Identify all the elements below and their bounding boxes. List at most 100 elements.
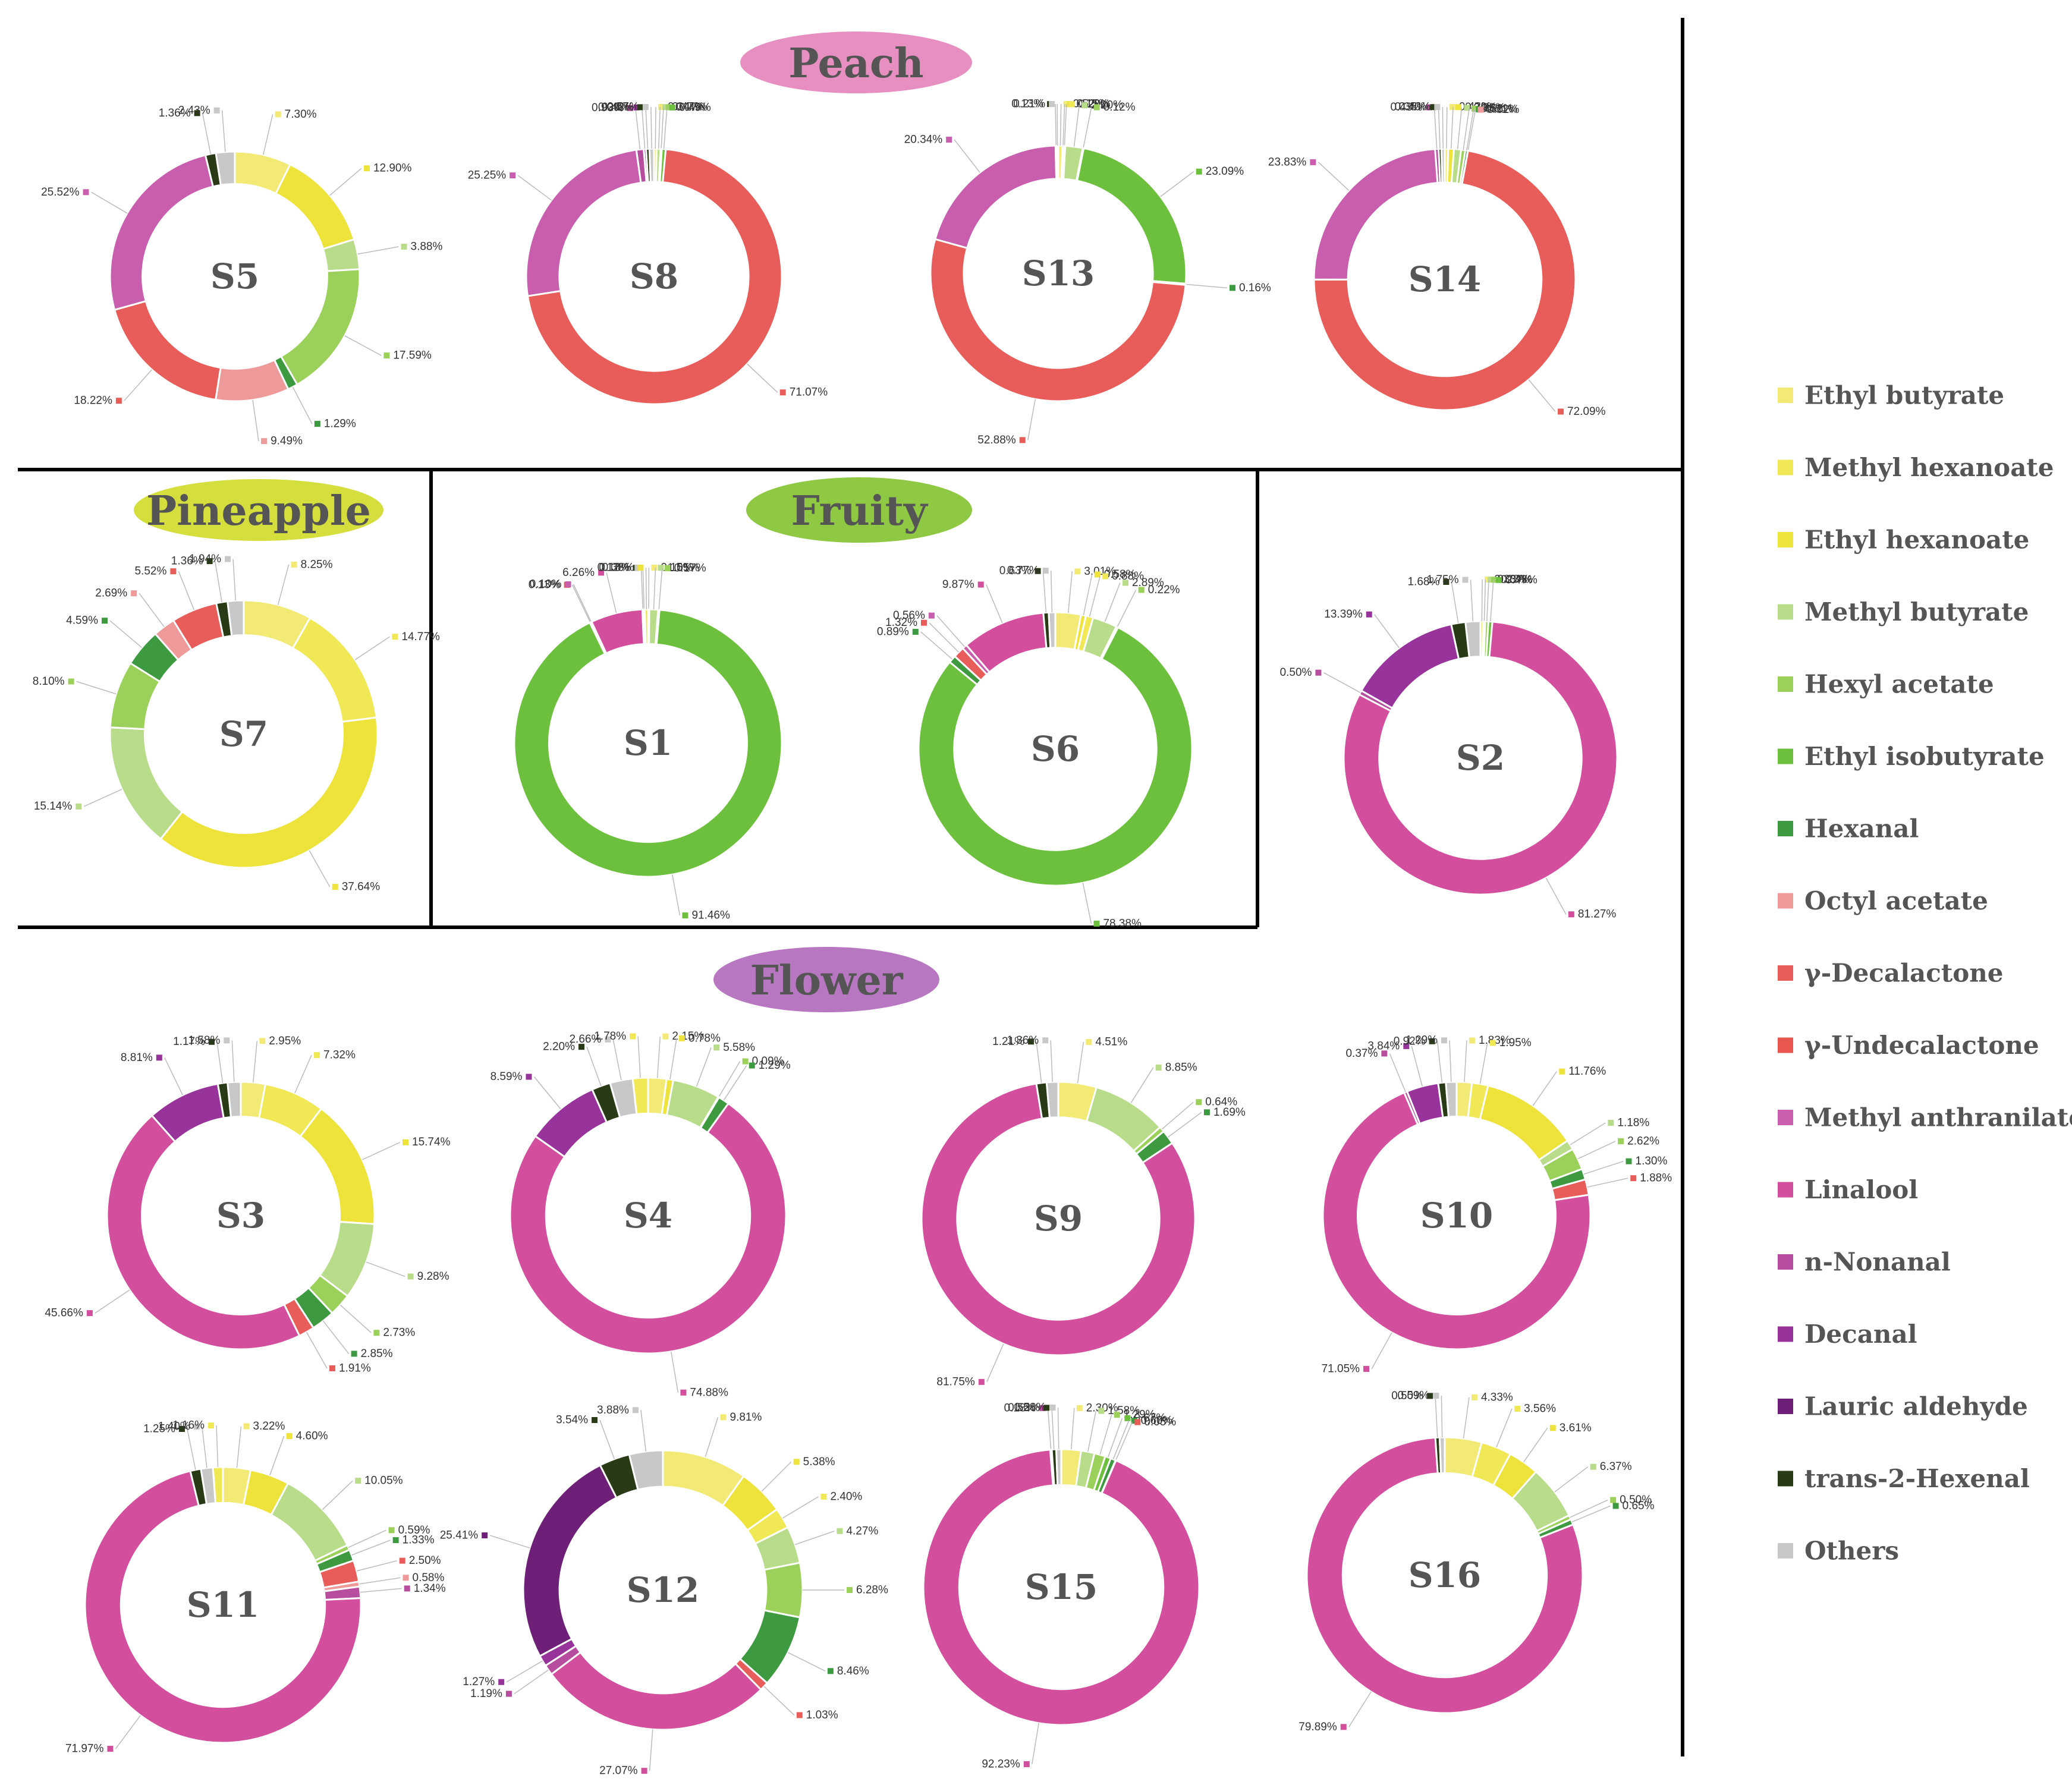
data-label: 2.66%: [569, 1033, 601, 1046]
legend-swatch: [1778, 604, 1793, 620]
leader-line: [109, 620, 142, 648]
slice-linalool: [1306, 1436, 1584, 1714]
leader-line: [277, 564, 290, 605]
label-marker: [630, 1033, 636, 1040]
legend-label: trans-2-Hexenal: [1804, 1464, 2030, 1493]
leader-line: [650, 107, 652, 149]
label-marker: [1449, 104, 1455, 111]
slice-methyl-butyrate: [109, 726, 184, 840]
data-label: 0.92%: [1394, 1035, 1426, 1047]
leader-line: [658, 568, 663, 610]
label-marker: [565, 581, 571, 587]
label-marker: [632, 1407, 639, 1413]
leader-line: [1099, 1414, 1112, 1455]
data-label: 79.89%: [1298, 1721, 1337, 1733]
data-label: 1.03%: [806, 1709, 838, 1721]
label-marker: [658, 104, 665, 111]
label-marker: [779, 389, 786, 396]
data-label: 0.56%: [893, 609, 925, 622]
slice-others: [1438, 1436, 1446, 1474]
label-marker: [1042, 1037, 1049, 1044]
data-label: 81.27%: [1578, 908, 1617, 921]
data-label: 2.89%: [1132, 577, 1164, 589]
label-marker: [578, 1044, 584, 1050]
leader-line: [642, 568, 645, 610]
data-label: 18.22%: [74, 395, 112, 407]
donut-title: S15: [1025, 1567, 1098, 1607]
data-label: 14.77%: [401, 631, 440, 643]
leader-line: [124, 369, 152, 401]
leader-line: [1073, 105, 1080, 147]
label-marker: [1433, 1393, 1439, 1399]
label-marker: [637, 104, 644, 111]
legend-swatch: [1778, 965, 1793, 981]
leader-line: [362, 1142, 401, 1160]
leader-line: [787, 1652, 826, 1671]
leader-line: [1496, 1408, 1513, 1448]
slice-others: [648, 147, 655, 183]
data-label: 1.30%: [1636, 1155, 1668, 1167]
label-marker: [401, 244, 407, 250]
label-marker: [1426, 104, 1432, 111]
slice-ethyl-hexanoate: [274, 163, 356, 250]
label-marker: [383, 352, 390, 359]
leader-line: [640, 568, 643, 610]
data-label: 7.30%: [285, 108, 317, 121]
legend-swatch: [1778, 1037, 1793, 1053]
data-label: 1.34%: [414, 1582, 446, 1595]
leader-line: [653, 568, 656, 610]
slice-others: [628, 1449, 664, 1491]
leader-line: [1490, 580, 1494, 622]
data-label: 17.59%: [393, 350, 432, 362]
data-label: 3.88%: [411, 241, 443, 253]
data-label: 1.69%: [1213, 1106, 1246, 1119]
label-marker: [355, 1478, 361, 1484]
leader-line: [723, 1065, 747, 1101]
data-label: 1.78%: [594, 1030, 626, 1043]
label-marker: [403, 1575, 409, 1581]
label-marker: [633, 104, 640, 111]
slice-others: [215, 150, 236, 187]
data-label: 72.09%: [1567, 405, 1606, 418]
data-label: 0.10%: [530, 578, 562, 590]
label-marker: [1429, 1038, 1435, 1044]
label-marker: [1469, 1037, 1475, 1044]
donut-s8: 0.34%0.47%0.17%0.49% 71.07% 25.25% 0.93%0.2…: [468, 101, 828, 405]
label-marker: [107, 1746, 114, 1752]
slice-gamma-decalactone: [113, 300, 222, 401]
label-marker: [658, 565, 664, 571]
leader-line: [1583, 1160, 1624, 1175]
leader-line: [1087, 1411, 1097, 1452]
label-marker: [669, 104, 675, 111]
slice-linalool: [922, 1449, 1200, 1726]
data-label: 2.69%: [95, 587, 127, 600]
group-label: Flower: [750, 957, 903, 1005]
label-marker: [1076, 1405, 1083, 1411]
data-label: 0.35%: [1395, 101, 1427, 114]
data-label: 1.21%: [992, 1035, 1024, 1048]
data-label: 23.09%: [1206, 165, 1244, 178]
legend-swatch: [1778, 1182, 1793, 1198]
label-marker: [404, 1585, 410, 1592]
label-marker: [946, 136, 952, 143]
slice-linalool: [1342, 621, 1618, 896]
leader-line: [164, 1057, 183, 1095]
data-label: 0.59%: [398, 1524, 430, 1537]
data-label: 1.25%: [143, 1423, 175, 1435]
legend-item-others: Others: [1778, 1537, 1899, 1566]
data-label: 9.87%: [942, 578, 974, 591]
label-marker: [1366, 611, 1372, 618]
leader-line: [649, 1729, 653, 1771]
legend-swatch: [1778, 1543, 1793, 1559]
label-marker: [978, 1378, 985, 1385]
leader-line: [357, 246, 399, 255]
slice-others: [1045, 1081, 1059, 1119]
label-marker: [1196, 1099, 1202, 1106]
data-label: 0.65%: [1623, 1500, 1655, 1512]
leader-line: [1168, 1112, 1202, 1138]
label-marker: [194, 110, 200, 117]
label-marker: [76, 803, 82, 810]
leader-line: [306, 1331, 328, 1369]
data-label: 1.16%: [172, 1419, 205, 1432]
